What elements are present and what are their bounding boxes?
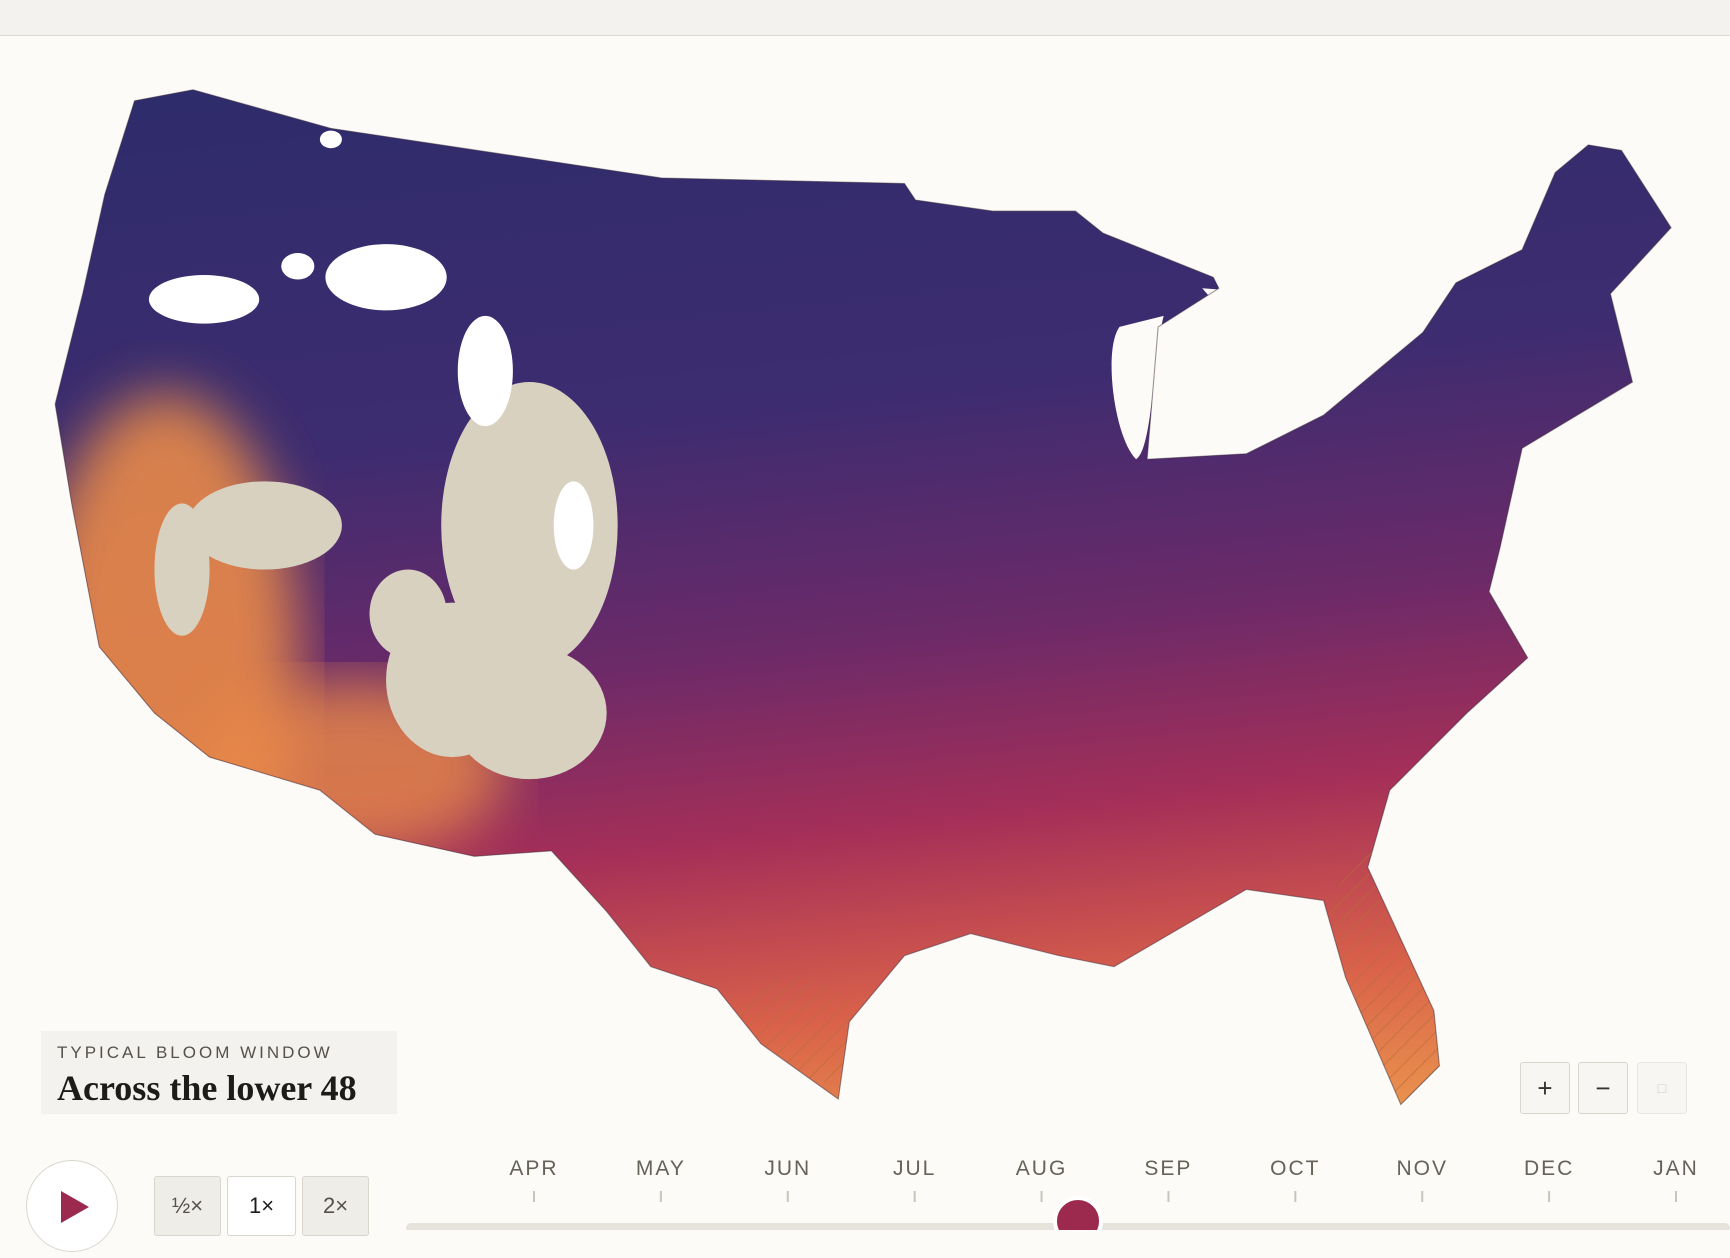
map-title: Across the lower 48 [57,1068,357,1108]
month-label: JAN [1653,1157,1699,1180]
month-label: DEC [1524,1157,1574,1180]
eyebrow: TYPICAL BLOOM WINDOW [57,1043,333,1062]
zoom-in-button[interactable]: + [1520,1062,1570,1114]
play-icon [61,1191,89,1223]
bloom-map [54,89,1672,1106]
month-label: MAY [636,1157,686,1180]
map-layer [54,89,1672,1106]
month-label: SEP [1144,1157,1192,1180]
map-label: TYPICAL BLOOM WINDOW Across the lower 48 [41,1031,397,1114]
speed-button[interactable]: ½× [154,1176,221,1236]
zoom-out-button[interactable]: − [1578,1062,1628,1114]
month-label: JUN [764,1157,811,1180]
month-label: OCT [1270,1157,1320,1180]
month-label: AUG [1016,1157,1068,1180]
slider-thumb[interactable] [1053,1196,1103,1230]
month-label: NOV [1396,1157,1448,1180]
top-bar [0,0,1730,36]
reset-button[interactable]: □ [1637,1062,1687,1114]
speed-button[interactable]: 2× [302,1176,369,1236]
timeline: APR MAY JUN JUL AUG SEP OCT NOV DEC JAN [406,1157,1730,1230]
month-label: JUL [893,1157,936,1180]
month-label: APR [509,1157,558,1180]
